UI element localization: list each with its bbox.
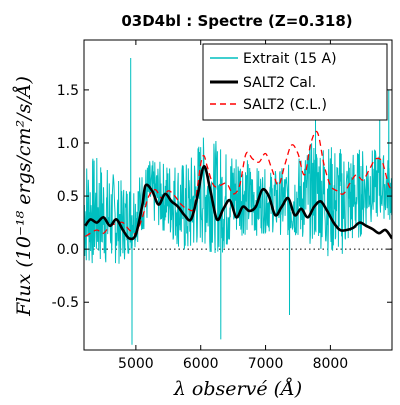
y-tick-label: 1.0 [57,136,79,152]
legend-label-extrait: Extrait (15 A) [243,51,337,67]
series-salt2-cal-line [84,164,392,241]
legend: Extrait (15 A) SALT2 Cal. SALT2 (C.L.) [202,43,388,121]
x-tick-label: 6000 [183,356,219,372]
y-tick-label: -0.5 [52,295,79,311]
x-tick-label: 8000 [313,356,349,372]
x-tick-label: 5000 [118,356,154,372]
plot-area [84,57,392,345]
legend-label-salt2-cal: SALT2 Cal. [243,75,316,91]
y-axis-label: Flux (10⁻¹⁸ ergs/cm²/s/Å) [13,76,35,317]
y-tick-label: 0.0 [57,242,79,258]
chart-title: 03D4bl : Spectre (Z=0.318) [121,12,352,30]
plot-series-group [84,57,392,345]
y-tick-label: 1.5 [57,83,79,99]
y-tick-label: 0.5 [57,189,79,205]
x-axis-label: λ observé (Å) [173,378,302,400]
legend-label-salt2-cl: SALT2 (C.L.) [243,97,327,113]
axis-ticks: 5000 6000 7000 8000 -0.5 0.0 0.5 1.0 1.5 [52,40,392,372]
plot-frame [83,39,393,351]
x-tick-label: 7000 [248,356,284,372]
